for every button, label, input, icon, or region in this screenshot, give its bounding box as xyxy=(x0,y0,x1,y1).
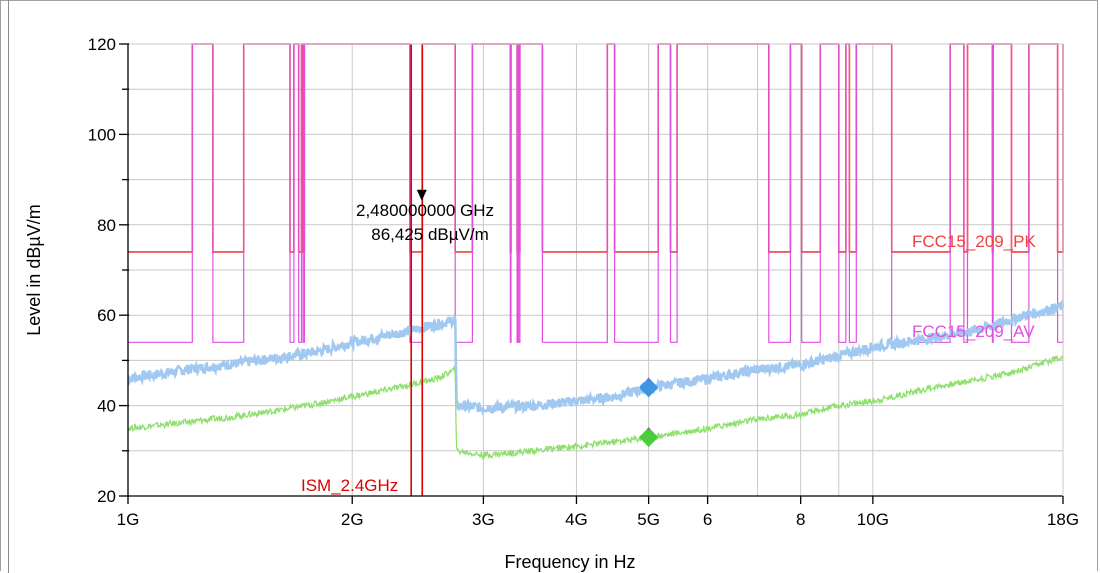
y-tick-label: 120 xyxy=(88,35,116,54)
series-lines xyxy=(127,299,1065,461)
x-tick-label: 3G xyxy=(472,510,495,529)
grid xyxy=(128,44,1063,496)
x-tick-label: 6 xyxy=(703,510,712,529)
diamond-marker xyxy=(638,377,659,398)
y-tick-label: 60 xyxy=(97,306,116,325)
y-tick-label: 40 xyxy=(97,397,116,416)
x-tick-label: 4G xyxy=(565,510,588,529)
x-tick-label: 8 xyxy=(796,510,805,529)
x-tick-label: 1G xyxy=(117,510,140,529)
annotation-arrow xyxy=(416,189,427,201)
band-lines xyxy=(410,44,424,496)
window-edge xyxy=(8,0,9,573)
y-axis-label: Level in dBµV/m xyxy=(24,204,44,335)
y-tick-label: 80 xyxy=(97,216,116,235)
axes xyxy=(119,43,1064,504)
data-markers: ** xyxy=(416,189,659,447)
limit-label-av: FCC15_209_AV xyxy=(912,322,1035,341)
annotation-level: 86,425 dBµV/m xyxy=(371,225,489,244)
band-label-ism: ISM_2.4GHz xyxy=(301,476,398,495)
chart-labels: Frequency in Hz Level in dBµV/m FCC15_20… xyxy=(24,201,1036,572)
x-axis-label: Frequency in Hz xyxy=(504,552,635,572)
tick-labels: 20 40 60 80 100 120 1G 2G 3G 4G 5G 6 8 10G 18G xyxy=(88,35,1079,529)
y-tick-label: 100 xyxy=(88,125,116,144)
x-tick-label: 5G xyxy=(637,510,660,529)
y-tick-label: 20 xyxy=(97,487,116,506)
diamond-marker xyxy=(638,427,659,447)
x-tick-label: 10G xyxy=(857,510,889,529)
marker-star: * xyxy=(647,377,651,388)
limit-line-pk xyxy=(128,43,1064,253)
x-tick-label: 18G xyxy=(1047,510,1079,529)
peak-trace xyxy=(127,299,1065,416)
marker-star: * xyxy=(647,426,651,437)
limit-label-pk: FCC15_209_PK xyxy=(912,232,1036,251)
annotation-frequency: 2,480000000 GHz xyxy=(356,201,494,220)
x-tick-label: 2G xyxy=(341,510,364,529)
average-trace xyxy=(127,354,1064,461)
